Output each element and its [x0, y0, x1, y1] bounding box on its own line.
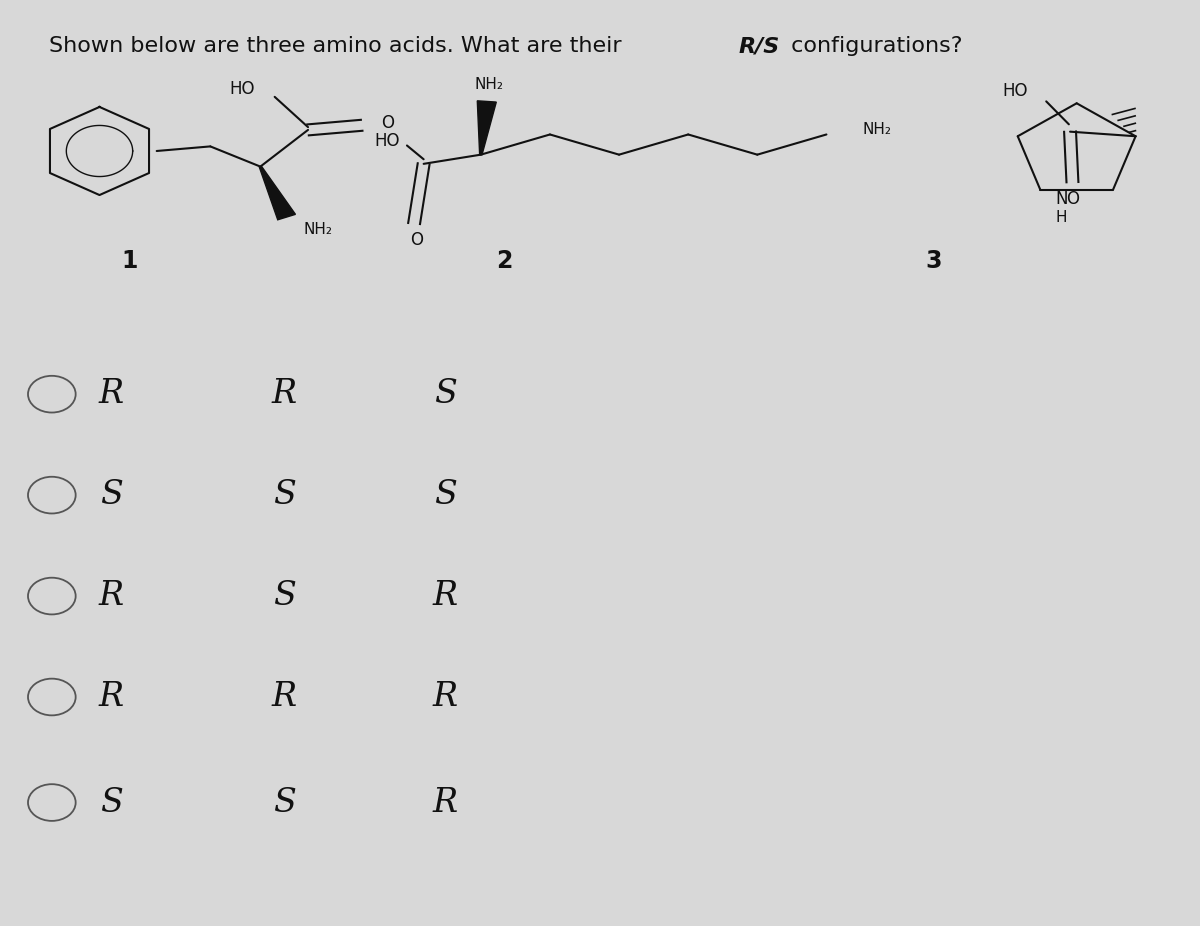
Text: S: S — [272, 479, 295, 511]
Text: R: R — [432, 681, 457, 713]
Text: R: R — [98, 378, 124, 410]
Text: O: O — [1066, 190, 1079, 207]
Text: R: R — [98, 681, 124, 713]
Text: R: R — [271, 681, 296, 713]
Text: S: S — [100, 479, 122, 511]
Text: O: O — [380, 114, 394, 131]
Text: H: H — [1056, 209, 1068, 225]
Text: Shown below are three amino acids. What are their: Shown below are three amino acids. What … — [49, 36, 629, 56]
Text: configurations?: configurations? — [784, 36, 962, 56]
Text: 3: 3 — [925, 249, 942, 273]
Text: N: N — [1056, 190, 1068, 207]
Text: NH₂: NH₂ — [862, 122, 892, 137]
Text: NH₂: NH₂ — [475, 78, 504, 93]
Text: HO: HO — [374, 131, 400, 150]
Text: S: S — [100, 786, 122, 819]
Text: 2: 2 — [497, 249, 512, 273]
Text: S: S — [433, 479, 456, 511]
Text: R: R — [432, 786, 457, 819]
Text: NH₂: NH₂ — [304, 222, 332, 237]
Text: HO: HO — [229, 80, 254, 97]
Text: O: O — [410, 231, 422, 249]
Text: R: R — [98, 580, 124, 612]
Text: S: S — [272, 786, 295, 819]
Polygon shape — [478, 101, 497, 155]
Text: 1: 1 — [121, 249, 138, 273]
Polygon shape — [259, 167, 295, 219]
Text: R: R — [271, 378, 296, 410]
Text: R/S: R/S — [738, 36, 780, 56]
Text: S: S — [433, 378, 456, 410]
Text: R: R — [432, 580, 457, 612]
Text: S: S — [272, 580, 295, 612]
Text: HO: HO — [1003, 82, 1028, 100]
